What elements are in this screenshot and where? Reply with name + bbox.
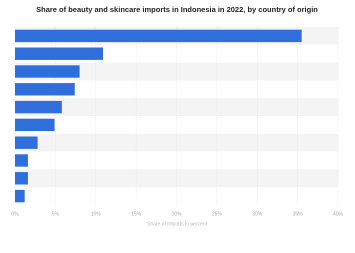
- x-tick-label: 25%: [212, 211, 223, 217]
- row-stripe: [15, 169, 338, 188]
- x-tick-label: 0%: [11, 211, 19, 217]
- row-stripe: [15, 133, 338, 152]
- row-stripe: [15, 151, 338, 170]
- bar: [15, 47, 104, 60]
- x-tick-label: 20%: [171, 211, 182, 217]
- bar: [15, 65, 80, 78]
- bar: [15, 189, 25, 203]
- x-tick-label: 40%: [333, 211, 344, 217]
- x-tick-label: 10%: [91, 211, 102, 217]
- bar: [15, 118, 55, 132]
- bar: [15, 83, 75, 96]
- x-tick-label: 35%: [293, 211, 304, 217]
- bar: [15, 136, 38, 149]
- bar: [15, 100, 62, 114]
- chart-title: Share of beauty and skincare imports in …: [36, 5, 318, 14]
- x-tick-label: 5%: [52, 211, 60, 217]
- x-tick-label: 15%: [131, 211, 142, 217]
- x-tick-label: 30%: [252, 211, 263, 217]
- bar: [15, 154, 28, 167]
- bar: [15, 172, 28, 185]
- x-axis-label: Share of imports in percent: [147, 221, 208, 227]
- bar: [15, 29, 302, 43]
